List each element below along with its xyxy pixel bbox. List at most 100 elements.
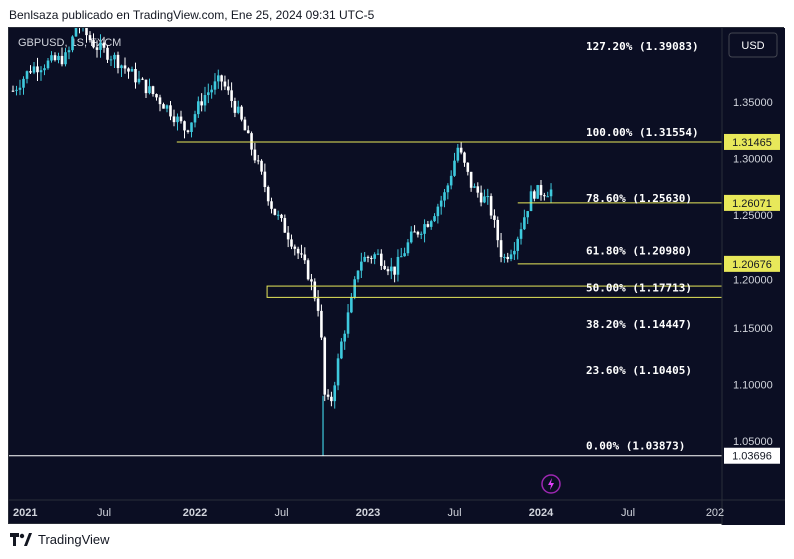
candle-body [123,65,127,69]
candle-body [493,215,496,220]
candle-body [506,256,510,260]
candle-body [516,238,520,251]
candle-body [148,86,151,94]
candle-body [399,256,403,258]
candle-body [373,254,376,259]
candle-body [172,116,176,123]
candle-body [193,114,197,123]
currency-label[interactable]: USD [741,40,764,52]
currency-button[interactable] [728,32,778,58]
candle-body [413,231,416,233]
candle-body [326,394,330,397]
candle-body [233,101,237,113]
candle-body [116,54,120,69]
candle-body [293,246,297,249]
candles-layer [11,28,553,456]
candle-body [526,211,529,218]
candle-body [469,171,473,188]
fib-label: 38.20% (1.14447) [586,318,692,331]
candle-body [286,232,290,240]
lightning-icon[interactable] [541,474,561,494]
candle-body [200,101,203,106]
candle-body [353,279,356,297]
candle-body [95,47,99,50]
tradingview-brand[interactable]: TradingView [38,532,110,547]
candle-body [486,196,490,198]
price-tick: 1.30000 [733,154,773,166]
candle-body [503,256,506,258]
candle-body [137,78,141,83]
candle-body [210,89,213,93]
candle-body [165,105,169,109]
time-tick: 2024 [529,507,554,519]
price-label: 1.26071 [732,198,772,210]
candle-body [99,42,102,50]
candle-body [519,229,523,239]
candle-body [389,266,393,272]
candle-body [523,217,526,230]
price-label-box [724,194,780,211]
candle-body [376,253,380,255]
candle-body [120,65,123,69]
time-tick: 2023 [356,507,380,519]
candle-body [22,78,25,88]
candle-body [360,261,363,271]
candle-body [330,396,333,402]
candle-body [216,75,220,82]
candle-body [443,192,446,201]
candle-body [366,256,370,258]
candle-body [409,231,413,243]
fib-zone[interactable] [266,285,785,298]
fib-label: 78.60% (1.25630) [586,192,692,205]
candle-body [509,254,513,260]
candle-body [50,55,53,61]
price-label-box [724,133,780,150]
candle-body [240,106,243,120]
candle-body [253,149,257,161]
price-tick: 1.20000 [733,275,773,287]
price-axis: USD 1.05000 1.10000 1.15000 1.25000 1.30000 1.… [9,28,785,525]
candle-body [296,248,300,254]
price-label-box [724,255,780,272]
candle-body [459,147,463,153]
candle-body [11,90,15,92]
fib-label: 23.60% (1.10405) [586,364,692,377]
candle-body [226,86,230,91]
price-tick: 1.15000 [733,323,773,335]
candle-body [419,233,423,235]
candle-body [456,147,460,161]
candle-body [546,196,549,198]
candle-body [36,66,39,73]
candle-body [176,116,179,123]
chart-frame[interactable]: GBPUSD, 1S, FXCM 127.20% (1.39083) 100.00… [8,27,785,525]
tradingview-logo-icon[interactable] [10,533,32,546]
time-axis: 2021 Jul 2022 Jul 2023 Jul 2024 Jul 202 [13,474,724,519]
candle-body [343,333,347,342]
candle-body [223,81,227,87]
candle-body [88,35,92,41]
candle-body [260,160,263,172]
candle-body [130,69,134,72]
price-chart[interactable]: GBPUSD, 1S, FXCM 127.20% (1.39083) 100.00… [9,28,785,525]
price-tick: 1.10000 [733,380,773,392]
candle-body [92,40,95,48]
candle-body [446,185,450,193]
candle-body [29,71,32,73]
candle-body [290,239,293,247]
price-axis-panel [722,28,785,525]
time-tick: Jul [274,507,288,519]
candle-body [179,116,183,122]
candle-body [270,201,273,209]
candle-body [340,341,343,359]
candle-body [423,224,426,234]
candle-body [250,133,253,150]
candle-body [183,121,186,131]
candle-body [499,240,503,258]
candle-body [426,224,430,227]
candle-body [386,269,390,272]
candle-body [393,266,396,275]
candle-body [213,81,217,90]
lightning-bolt-icon [548,478,554,490]
candle-body [320,310,323,338]
candle-body [496,219,500,241]
